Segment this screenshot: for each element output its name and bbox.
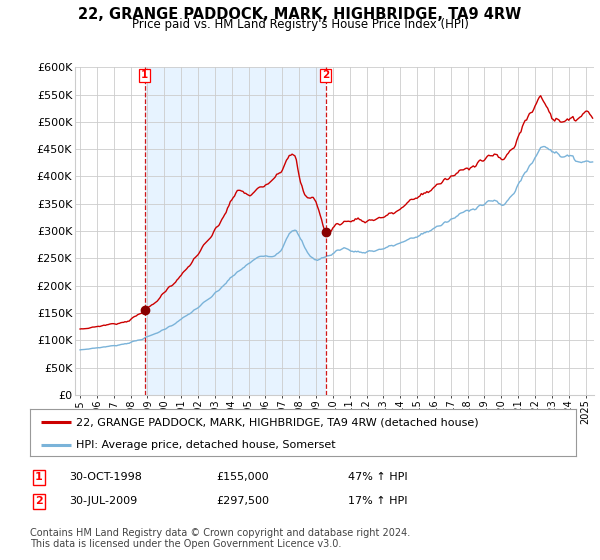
Text: 1: 1 (35, 472, 43, 482)
Text: 22, GRANGE PADDOCK, MARK, HIGHBRIDGE, TA9 4RW: 22, GRANGE PADDOCK, MARK, HIGHBRIDGE, TA… (79, 7, 521, 22)
Text: 47% ↑ HPI: 47% ↑ HPI (348, 472, 407, 482)
Text: Price paid vs. HM Land Registry's House Price Index (HPI): Price paid vs. HM Land Registry's House … (131, 18, 469, 31)
Text: 22, GRANGE PADDOCK, MARK, HIGHBRIDGE, TA9 4RW (detached house): 22, GRANGE PADDOCK, MARK, HIGHBRIDGE, TA… (76, 417, 479, 427)
Text: £297,500: £297,500 (216, 496, 269, 506)
Text: 1: 1 (141, 71, 148, 81)
Text: 30-OCT-1998: 30-OCT-1998 (69, 472, 142, 482)
Text: 2: 2 (35, 496, 43, 506)
Text: £155,000: £155,000 (216, 472, 269, 482)
Text: HPI: Average price, detached house, Somerset: HPI: Average price, detached house, Some… (76, 440, 336, 450)
Text: 2: 2 (322, 71, 329, 81)
Text: 30-JUL-2009: 30-JUL-2009 (69, 496, 137, 506)
Text: 17% ↑ HPI: 17% ↑ HPI (348, 496, 407, 506)
Text: Contains HM Land Registry data © Crown copyright and database right 2024.
This d: Contains HM Land Registry data © Crown c… (30, 528, 410, 549)
Bar (145, 67, 326, 395)
